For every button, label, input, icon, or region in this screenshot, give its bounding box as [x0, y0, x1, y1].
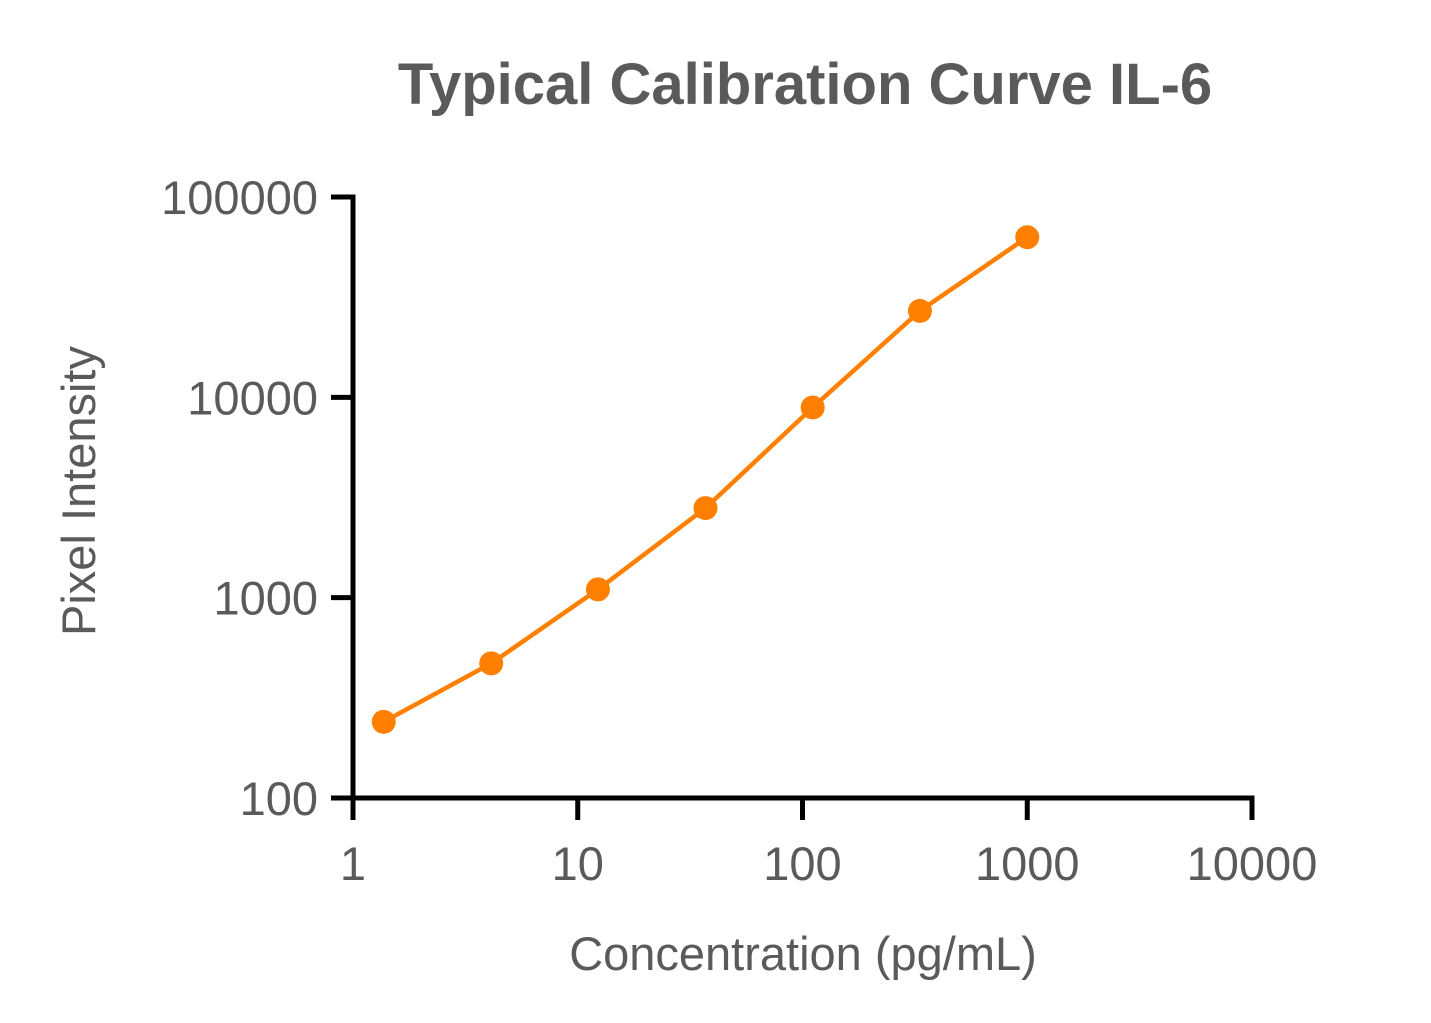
y-axis-label: Pixel Intensity [52, 346, 105, 636]
data-point [800, 395, 825, 420]
x-tick-label: 10 [552, 837, 604, 890]
data-point [1015, 225, 1040, 250]
y-tick-label: 100 [240, 772, 318, 825]
series-layer [371, 225, 1040, 734]
axes [350, 194, 1255, 801]
tick-labels: 1 10 100 1000 10000 100 1000 10000 100000 [161, 171, 1317, 890]
data-point [479, 651, 504, 676]
data-point [907, 298, 932, 323]
y-tick-label: 10000 [187, 371, 318, 424]
x-tick-label: 1000 [975, 837, 1080, 890]
y-tick-label: 1000 [213, 572, 318, 625]
x-tick-label: 10000 [1187, 837, 1318, 890]
chart-title: Typical Calibration Curve IL-6 [398, 52, 1212, 117]
x-tick-label: 1 [340, 837, 366, 890]
data-point [371, 709, 396, 734]
ticks [331, 194, 1255, 820]
x-axis-label: Concentration (pg/mL) [569, 927, 1037, 980]
x-tick-label: 100 [763, 837, 841, 890]
data-point [585, 577, 610, 602]
y-tick-label: 100000 [161, 171, 318, 224]
data-point [693, 496, 718, 521]
